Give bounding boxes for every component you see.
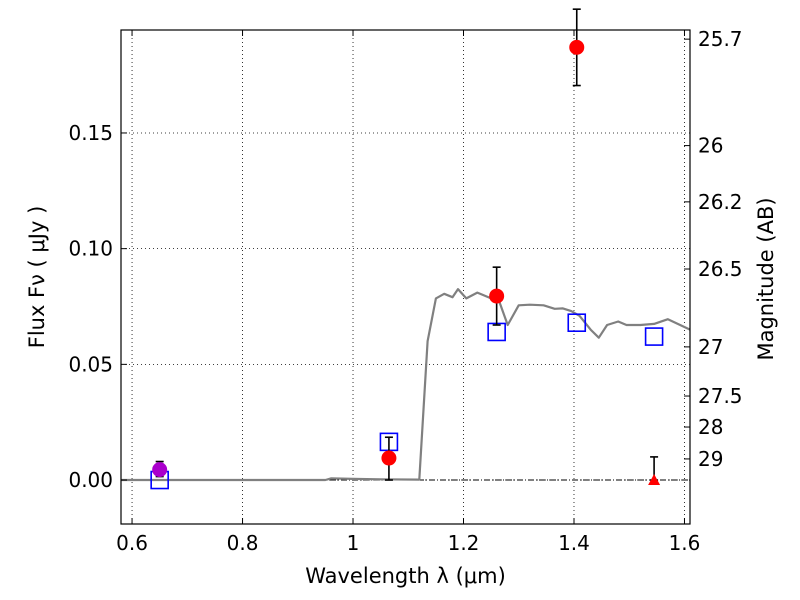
y-tick-label: 0.00 — [68, 468, 113, 492]
x-tick-label: 1.4 — [558, 531, 590, 555]
mag-tick-label: 27 — [698, 335, 723, 359]
plot-frame — [120, 29, 691, 525]
mag-tick-label: 26 — [698, 134, 723, 158]
x-tick-label: 1.2 — [448, 531, 480, 555]
magenta-data-point — [152, 462, 168, 478]
y-tick-label: 0.15 — [68, 121, 113, 145]
model-photometry-square — [644, 327, 664, 346]
mag-tick-label: 26.2 — [698, 190, 743, 214]
mag-tick-label: 26.5 — [698, 257, 743, 281]
model-photometry-square — [567, 313, 587, 332]
model-sed-line — [121, 288, 691, 482]
observed-data-point — [489, 288, 505, 304]
x-tick-label: 1.6 — [669, 531, 701, 555]
y-tick-label: 0.05 — [68, 352, 113, 376]
y-tick-label: 0.10 — [68, 237, 113, 261]
mag-tick-label: 28 — [698, 415, 723, 439]
x-tick-label: 0.8 — [227, 531, 259, 555]
mag-tick-label: 25.7 — [698, 27, 743, 51]
mag-tick-label: 27.5 — [698, 384, 743, 408]
observed-data-point — [569, 39, 585, 55]
axis-ticks: 0.6 0.8 1 1.2 1.4 1.6 0.00 0.05 0.10 0.15 25.7 26 26… — [68, 27, 742, 555]
model-sed — [121, 288, 691, 482]
observed-data-point — [381, 450, 397, 466]
x-tick-label: 1 — [347, 531, 360, 555]
upper-limit-triangle — [648, 474, 661, 486]
y2-axis-label: Magnitude (AB) — [754, 197, 778, 360]
mag-tick-label: 29 — [698, 447, 723, 471]
y-axis-label: Flux Fν ( μJy ) — [25, 206, 49, 349]
x-axis-label: Wavelength λ (μm) — [305, 564, 506, 588]
x-tick-label: 0.6 — [116, 531, 148, 555]
data-points — [150, 8, 664, 490]
